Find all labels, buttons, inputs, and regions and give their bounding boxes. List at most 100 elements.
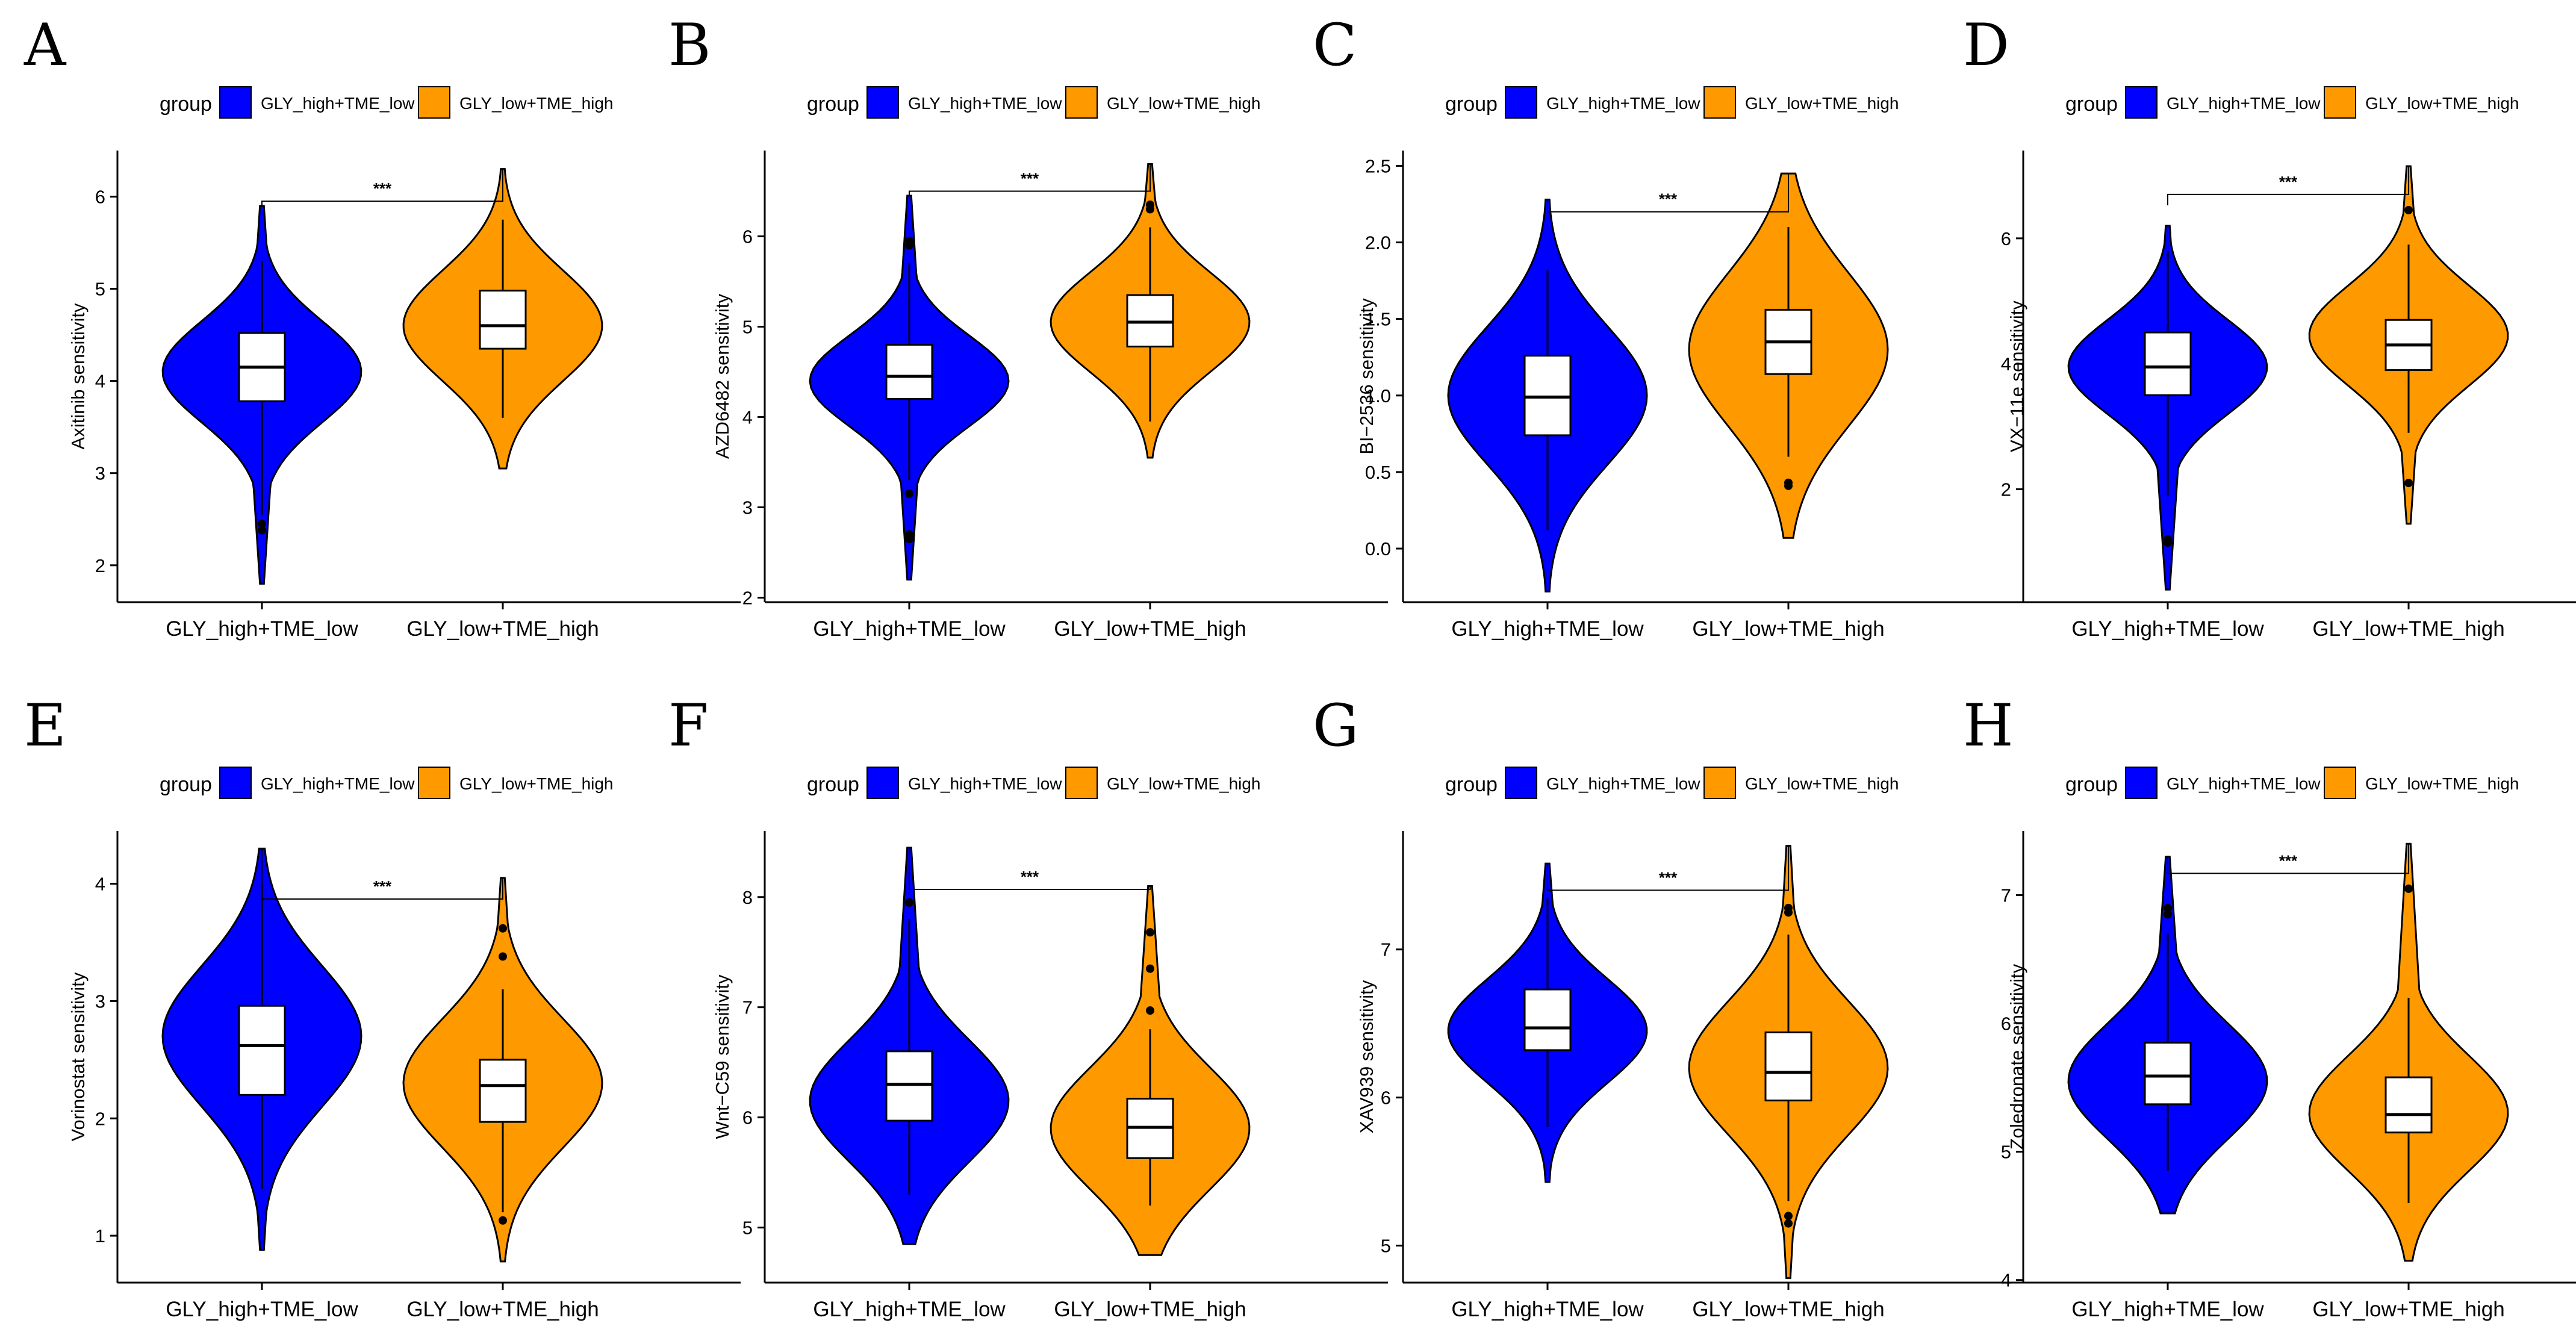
legend-label: GLY_high+TME_low <box>908 774 1062 793</box>
legend: group GLY_high+TME_low GLY_low+TME_high <box>2065 86 2519 119</box>
y-tick-label: 5 <box>1381 1236 1391 1257</box>
x-tick-label: GLY_low+TME_high <box>2312 617 2504 641</box>
y-tick-label: 3 <box>95 463 105 484</box>
box <box>2144 1042 2192 1106</box>
x-tick-label: GLY_high+TME_low <box>1451 1298 1644 1321</box>
x-tick-label: GLY_low+TME_high <box>406 1298 599 1321</box>
legend-swatch <box>1703 86 1736 119</box>
box <box>479 1059 527 1123</box>
legend-swatch <box>866 86 899 119</box>
significance-label: *** <box>1659 868 1678 886</box>
y-tick-label: 4 <box>95 874 105 895</box>
legend-title: group <box>2065 93 2118 116</box>
panel-letter: G <box>1313 692 1359 759</box>
legend-swatch <box>219 767 252 799</box>
outlier-point <box>1784 481 1793 490</box>
legend-swatch <box>418 86 450 119</box>
y-tick-label: 6 <box>95 187 105 208</box>
y-axis-label: Axitinib sensitivity <box>67 303 89 449</box>
legend-swatch <box>2324 86 2356 119</box>
y-axis-label: Zoledronate sensitivity <box>2006 963 2027 1150</box>
legend-swatch <box>866 767 899 799</box>
box <box>2385 1076 2433 1134</box>
legend-swatch <box>1703 767 1736 799</box>
series-gly-high-tme-low <box>809 194 1010 580</box>
box <box>1764 1031 1812 1102</box>
y-tick-label: 5 <box>742 1218 753 1239</box>
y-tick-label: 7 <box>742 997 753 1018</box>
legend-label: GLY_low+TME_high <box>459 94 614 113</box>
y-tick-label: 2 <box>2001 479 2011 500</box>
significance-bracket <box>2167 844 2409 874</box>
box <box>885 1050 933 1122</box>
y-tick-label: 2.0 <box>1365 232 1391 254</box>
legend-title: group <box>1445 773 1498 796</box>
legend-swatch <box>1065 86 1098 119</box>
legend: group GLY_high+TME_low GLY_low+TME_high <box>1445 86 1899 119</box>
y-axis-label: BI−2536 sensitivity <box>1356 298 1377 455</box>
significance-label: *** <box>2279 851 2298 870</box>
y-tick-label: 2 <box>742 588 753 609</box>
x-tick-label: GLY_high+TME_low <box>813 617 1006 641</box>
y-tick-label: 6 <box>2001 228 2011 249</box>
outlier-point <box>258 526 266 535</box>
legend-title: group <box>807 773 859 796</box>
series-gly-low-tme-high <box>1050 163 1251 459</box>
series-gly-high-tme-low <box>161 205 362 585</box>
legend-label: GLY_low+TME_high <box>1107 94 1261 113</box>
series-gly-low-tme-high <box>402 877 603 1263</box>
significance-bracket <box>2167 166 2409 205</box>
y-axis-label: XAV939 sensitivity <box>1356 980 1377 1133</box>
series-gly-low-tme-high <box>2308 165 2509 525</box>
outlier-point <box>2404 205 2413 214</box>
legend-label: GLY_high+TME_low <box>261 774 415 793</box>
panel-letter: C <box>1313 11 1357 79</box>
legend-swatch <box>1505 86 1537 119</box>
legend-label: GLY_low+TME_high <box>459 774 614 793</box>
y-tick-label: 0.5 <box>1365 462 1391 483</box>
y-tick-label: 8 <box>742 887 753 908</box>
panel-letter: A <box>23 11 67 79</box>
outlier-point <box>905 535 913 543</box>
y-tick-label: 2 <box>95 1108 105 1129</box>
significance-bracket <box>909 847 1151 890</box>
legend: group GLY_high+TME_low GLY_low+TME_high <box>807 767 1261 799</box>
series-gly-high-tme-low <box>2067 856 2268 1215</box>
y-tick-label: 4 <box>742 407 753 428</box>
legend: group GLY_high+TME_low GLY_low+TME_high <box>2065 767 2519 799</box>
y-tick-label: 4 <box>95 371 105 392</box>
x-tick-label: GLY_high+TME_low <box>166 617 358 641</box>
panel-letter: E <box>24 692 66 759</box>
box <box>1523 988 1572 1051</box>
outlier-point <box>2164 910 2172 919</box>
legend-label: GLY_high+TME_low <box>261 94 415 113</box>
series-gly-high-tme-low <box>2067 225 2268 591</box>
outlier-point <box>905 490 913 498</box>
y-tick-label: 6 <box>2001 1013 2011 1035</box>
box <box>479 290 527 350</box>
legend-swatch <box>2125 86 2158 119</box>
significance-label: *** <box>2279 173 2298 191</box>
legend-title: group <box>807 93 859 116</box>
significance-bracket <box>909 164 1151 196</box>
outlier-point <box>2404 884 2413 893</box>
outlier-point <box>499 924 507 933</box>
legend-swatch <box>2125 767 2158 799</box>
y-tick-label: 3 <box>95 991 105 1012</box>
outlier-point <box>2164 538 2172 547</box>
series-gly-low-tme-high <box>2308 842 2509 1262</box>
x-tick-label: GLY_low+TME_high <box>406 617 599 641</box>
series-gly-high-tme-low <box>809 846 1010 1245</box>
legend-swatch <box>2324 767 2356 799</box>
series-gly-low-tme-high <box>402 168 603 470</box>
legend: group GLY_high+TME_low GLY_low+TME_high <box>160 86 614 119</box>
y-tick-label: 6 <box>742 226 753 247</box>
legend: group GLY_high+TME_low GLY_low+TME_high <box>1445 767 1899 799</box>
significance-bracket <box>1547 173 1789 213</box>
significance-label: *** <box>373 877 392 895</box>
y-tick-label: 2 <box>95 555 105 576</box>
significance-label: *** <box>1659 190 1678 208</box>
